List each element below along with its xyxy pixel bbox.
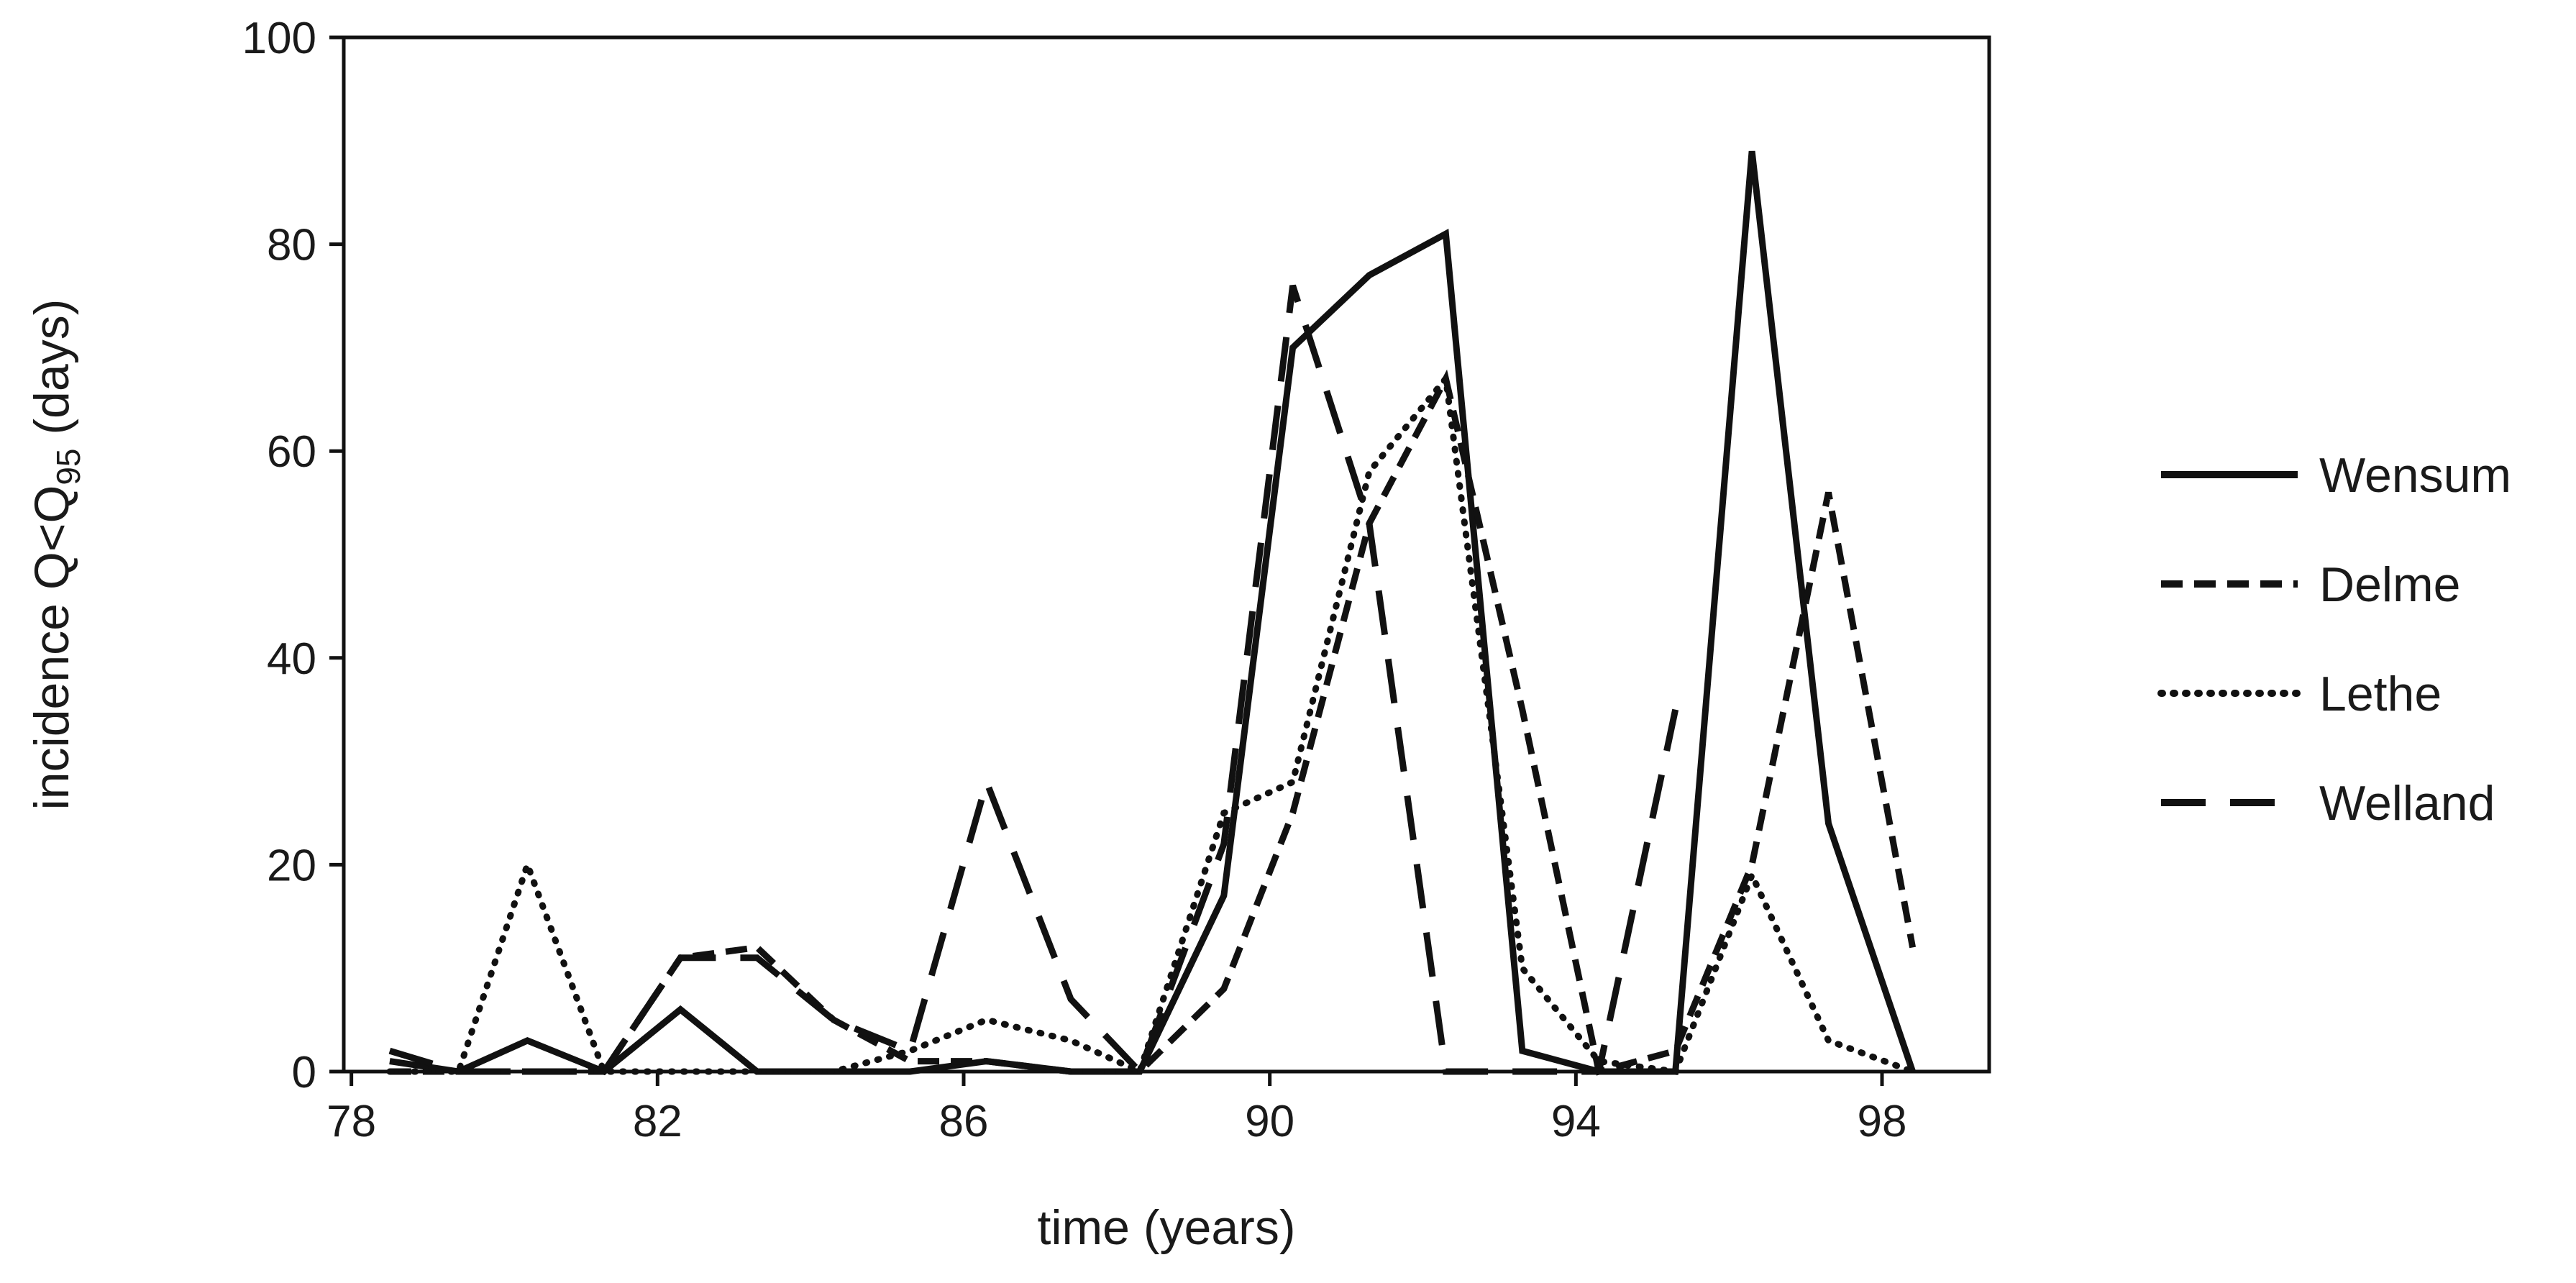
axes-layer: 78 82 86 90 94 98 0 20 40 60 80 100 time (years) inci… [24, 14, 1906, 1255]
series-line-lethe [386, 370, 1917, 1077]
series-line-delme [389, 369, 1917, 1076]
x-tick-label: 82 [633, 1097, 682, 1146]
x-tick-label: 94 [1551, 1097, 1601, 1146]
plot-area [342, 35, 1991, 1074]
x-tick-label: 78 [326, 1097, 376, 1146]
series-layer [386, 150, 1917, 1078]
x-axis-title: time (years) [1038, 1200, 1296, 1255]
legend-label-welland: Welland [2319, 776, 2495, 831]
y-axis-title: incidence Q<Q95 (days) [24, 299, 87, 811]
series-line-wensum [389, 150, 1916, 1076]
plot-frame [342, 35, 1991, 1074]
y-tick-label: 80 [267, 221, 316, 270]
x-tick-label: 98 [1858, 1097, 1907, 1146]
series-line-welland [388, 284, 1679, 1078]
legend: Wensum Delme Lethe Welland [2157, 448, 2511, 831]
legend-label-lethe: Lethe [2319, 667, 2442, 721]
y-axis-title-main: incidence Q<Q [24, 485, 79, 811]
y-tick-label: 100 [242, 14, 316, 63]
y-tick-label: 0 [292, 1048, 316, 1097]
y-axis-title-suffix: (days) [24, 299, 79, 449]
y-tick-label: 20 [267, 841, 316, 890]
x-tick-label: 90 [1245, 1097, 1294, 1146]
legend-label-delme: Delme [2319, 557, 2461, 612]
y-tick-label: 40 [267, 634, 316, 684]
y-axis-title-subscript: 95 [50, 448, 87, 485]
y-tick-label: 60 [267, 427, 316, 477]
legend-label-wensum: Wensum [2319, 448, 2511, 503]
x-tick-label: 86 [939, 1097, 989, 1146]
